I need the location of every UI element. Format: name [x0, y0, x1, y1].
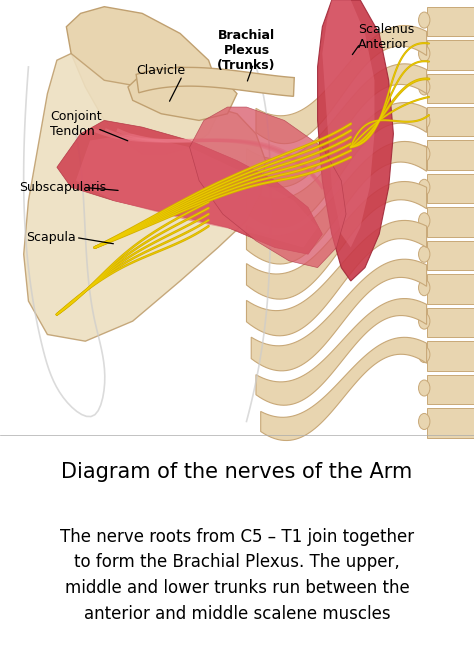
- Text: Clavicle: Clavicle: [137, 64, 186, 77]
- Polygon shape: [256, 25, 427, 144]
- Bar: [427, 7, 474, 36]
- Circle shape: [419, 313, 430, 329]
- Polygon shape: [318, 0, 393, 281]
- Circle shape: [419, 179, 430, 195]
- Polygon shape: [57, 120, 322, 254]
- Bar: [427, 241, 474, 270]
- Text: Diagram of the nerves of the Arm: Diagram of the nerves of the Arm: [61, 462, 413, 482]
- Polygon shape: [128, 67, 237, 120]
- Text: Subscapularis: Subscapularis: [19, 181, 106, 194]
- Polygon shape: [246, 181, 427, 299]
- Bar: [427, 107, 474, 136]
- Polygon shape: [246, 102, 427, 227]
- Polygon shape: [246, 64, 427, 187]
- Polygon shape: [0, 0, 474, 435]
- Circle shape: [419, 146, 430, 162]
- Circle shape: [419, 79, 430, 95]
- Text: Brachial
Plexus
(Trunks): Brachial Plexus (Trunks): [217, 29, 276, 72]
- Bar: [427, 40, 474, 70]
- Circle shape: [419, 12, 430, 28]
- Polygon shape: [66, 7, 218, 154]
- Polygon shape: [24, 54, 265, 341]
- Bar: [427, 341, 474, 371]
- Circle shape: [419, 246, 430, 262]
- Bar: [427, 408, 474, 438]
- Polygon shape: [190, 107, 346, 268]
- Text: The nerve roots from C5 – T1 join together
to form the Brachial Plexus. The uppe: The nerve roots from C5 – T1 join togeth…: [60, 528, 414, 623]
- Text: Scapula: Scapula: [26, 231, 76, 244]
- Polygon shape: [256, 298, 427, 405]
- Bar: [427, 274, 474, 304]
- Polygon shape: [261, 337, 427, 440]
- Polygon shape: [251, 259, 427, 371]
- Circle shape: [419, 45, 430, 62]
- Bar: [427, 308, 474, 337]
- Bar: [427, 140, 474, 170]
- Circle shape: [419, 380, 430, 396]
- Circle shape: [419, 413, 430, 429]
- Bar: [427, 207, 474, 237]
- Text: Conjoint
Tendon: Conjoint Tendon: [50, 110, 101, 138]
- Circle shape: [419, 213, 430, 229]
- Circle shape: [419, 347, 430, 363]
- Polygon shape: [322, 0, 374, 248]
- Polygon shape: [76, 134, 318, 248]
- Circle shape: [419, 280, 430, 296]
- Circle shape: [419, 112, 430, 128]
- Polygon shape: [246, 220, 427, 336]
- Polygon shape: [136, 68, 294, 96]
- Bar: [427, 375, 474, 404]
- Bar: [427, 174, 474, 203]
- Polygon shape: [246, 141, 427, 264]
- Bar: [427, 74, 474, 103]
- Text: Scalenus
Anterior: Scalenus Anterior: [358, 23, 414, 51]
